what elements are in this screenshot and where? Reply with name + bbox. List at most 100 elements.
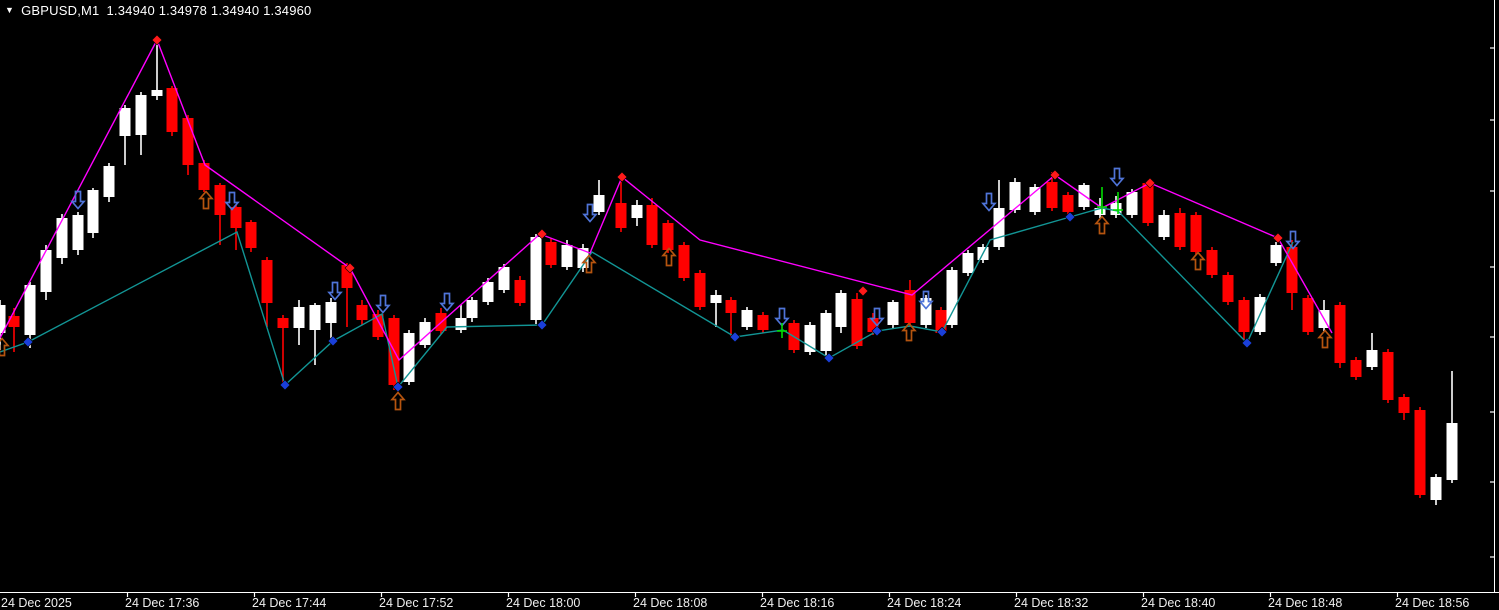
candle-body xyxy=(198,163,210,190)
bear-candle xyxy=(1174,208,1186,250)
x-axis-label[interactable]: 24 Dec 18:24 xyxy=(887,596,961,610)
bear-candle xyxy=(372,310,384,340)
bear-candle xyxy=(230,205,242,250)
candle-body xyxy=(993,208,1005,247)
zigzag-teal-line xyxy=(0,207,1294,389)
sell-signal-arrow-icon xyxy=(224,191,240,211)
candle-body xyxy=(1046,182,1058,208)
high-diamond-marker xyxy=(1144,177,1156,189)
x-axis-label[interactable]: 24 Dec 18:16 xyxy=(760,596,834,610)
candle-body xyxy=(1190,215,1202,252)
bear-candle xyxy=(1334,302,1346,368)
candle-body xyxy=(741,310,753,327)
high-diamond-marker xyxy=(536,228,548,240)
bear-candle xyxy=(214,183,226,245)
candle-body xyxy=(482,282,494,302)
bear-candle xyxy=(725,297,737,337)
bear-candle xyxy=(182,115,194,175)
candle-body xyxy=(851,299,863,346)
sell-signal-arrow-icon xyxy=(70,190,86,210)
candle-body xyxy=(1382,352,1394,400)
low-diamond-marker xyxy=(327,335,339,347)
candle-body xyxy=(820,313,832,351)
cross-markers xyxy=(777,187,1123,338)
candle-body xyxy=(710,295,722,303)
candle-body xyxy=(1398,397,1410,413)
candle-body xyxy=(904,290,916,323)
bull-candle xyxy=(993,180,1005,250)
x-axis-label[interactable]: 24 Dec 18:48 xyxy=(1268,596,1342,610)
x-axis-label[interactable]: 24 Dec 18:32 xyxy=(1014,596,1088,610)
bull-candle xyxy=(1009,178,1021,213)
candle-body xyxy=(867,318,879,332)
bear-candle xyxy=(904,280,916,326)
candle-body xyxy=(530,237,542,320)
high-diamond-marker xyxy=(616,171,628,183)
bull-candle xyxy=(1430,474,1442,505)
bull-candle xyxy=(455,305,467,333)
candle-body xyxy=(1414,410,1426,495)
low-diamond-marker xyxy=(536,319,548,331)
bull-candle xyxy=(593,180,605,215)
bull-candle xyxy=(631,200,643,226)
bear-candle xyxy=(1398,394,1410,420)
candle-body xyxy=(325,302,337,323)
bull-candle xyxy=(40,245,52,300)
high-diamond-marker xyxy=(1272,232,1284,244)
signal-arrows xyxy=(0,167,1333,411)
candle-body xyxy=(1029,187,1041,212)
bull-candle xyxy=(1270,242,1282,266)
bull-candle xyxy=(498,264,510,293)
x-axis-label[interactable]: 24 Dec 17:36 xyxy=(125,596,199,610)
bull-candle xyxy=(293,300,305,345)
bull-candle xyxy=(946,267,958,328)
x-axis-label[interactable]: 24 Dec 2025 xyxy=(1,596,72,610)
bear-candle xyxy=(646,198,658,248)
bull-candle xyxy=(56,214,68,264)
candle-body xyxy=(962,253,974,273)
candle-body xyxy=(1158,215,1170,237)
bear-candle xyxy=(1382,349,1394,403)
bear-candle xyxy=(545,238,557,268)
candle-body xyxy=(577,248,589,268)
bear-candle xyxy=(1302,295,1314,335)
x-axis-label[interactable]: 24 Dec 17:52 xyxy=(379,596,453,610)
candle-body xyxy=(372,314,384,337)
sell-signal-arrow-icon xyxy=(869,307,885,327)
candle-body xyxy=(466,300,478,318)
candle-body xyxy=(1142,183,1154,223)
x-axis-label[interactable]: 24 Dec 17:44 xyxy=(252,596,326,610)
bull-candle xyxy=(577,244,589,272)
candle-body xyxy=(1366,350,1378,367)
bear-candle xyxy=(694,270,706,310)
candle-body xyxy=(887,302,899,325)
candle-body xyxy=(615,203,627,228)
bull-candle xyxy=(151,43,163,100)
candle-body xyxy=(725,300,737,313)
candle-body xyxy=(214,185,226,215)
candle-body xyxy=(1062,195,1074,212)
bear-candle xyxy=(1238,297,1250,340)
x-axis-label[interactable]: 24 Dec 18:08 xyxy=(633,596,707,610)
candle-body xyxy=(0,305,6,333)
candle-body xyxy=(230,207,242,228)
bull-candle xyxy=(419,318,431,348)
bull-candle xyxy=(1110,196,1122,218)
candle-body xyxy=(245,222,257,248)
candle-body xyxy=(498,267,510,290)
bull-candle xyxy=(24,282,36,348)
low-diamond-marker xyxy=(823,352,835,364)
bull-candle xyxy=(403,330,415,385)
bear-candle xyxy=(166,86,178,136)
bear-candle xyxy=(1206,247,1218,278)
chart-dropdown-icon[interactable]: ▼ xyxy=(5,5,15,15)
x-axis-label[interactable]: 24 Dec 18:00 xyxy=(506,596,580,610)
green-cross-marker xyxy=(777,323,787,338)
x-axis-label[interactable]: 24 Dec 18:40 xyxy=(1141,596,1215,610)
x-axis-label[interactable]: 24 Dec 18:56 xyxy=(1395,596,1469,610)
candle-body xyxy=(1110,203,1122,215)
bull-candle xyxy=(482,278,494,305)
candle-body xyxy=(135,95,147,135)
